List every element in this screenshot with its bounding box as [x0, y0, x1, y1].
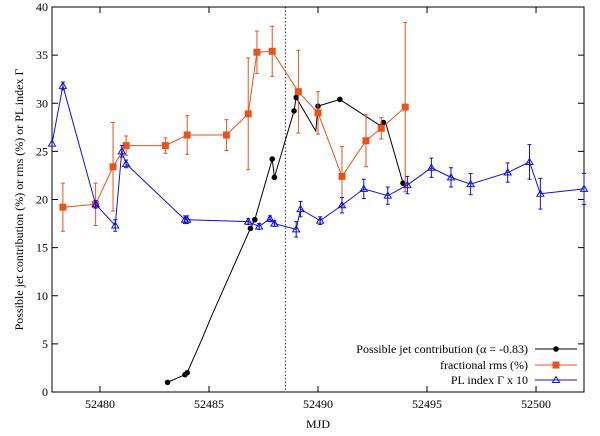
series-line-rms [62, 50, 406, 208]
y-tick-label: 30 [36, 96, 48, 110]
data-point [110, 220, 120, 229]
series-pl [47, 81, 589, 238]
data-point [314, 109, 322, 117]
legend-marker-jet [553, 346, 559, 352]
plot-frame [51, 6, 585, 393]
data-point [183, 131, 191, 139]
x-tick-label: 52480 [85, 397, 115, 411]
series-rms [59, 21, 409, 232]
y-tick-label: 10 [36, 289, 48, 303]
data-point [253, 48, 261, 56]
legend-label-jet: Possible jet contribution (α = -0.83) [356, 342, 528, 356]
data-point [338, 172, 346, 180]
data-point [59, 203, 67, 211]
x-tick-label: 52500 [521, 397, 551, 411]
y-tick-label: 20 [36, 193, 48, 207]
data-point [58, 81, 68, 89]
y-tick-label: 0 [42, 385, 48, 399]
data-point [161, 142, 169, 150]
data-point [269, 156, 276, 162]
data-point [271, 174, 278, 181]
axis-ticks [52, 6, 584, 393]
data-point [377, 124, 385, 132]
data-point [296, 204, 305, 213]
data-point [121, 159, 131, 167]
data-point [251, 216, 258, 223]
data-point [270, 219, 279, 227]
data-point [91, 199, 100, 208]
legend: Possible jet contribution (α = -0.83) fr… [356, 342, 577, 387]
data-point [401, 103, 409, 111]
x-tick-label: 52485 [194, 397, 224, 411]
y-tick-label: 35 [36, 48, 48, 62]
legend-label-rms: fractional rms (%) [440, 358, 528, 372]
series-layer [47, 21, 589, 386]
data-point [446, 172, 456, 181]
data-point [291, 108, 297, 114]
data-point [466, 179, 475, 188]
y-tick-labels: 0 5 10 15 20 25 30 35 40 [36, 0, 48, 399]
data-point [525, 157, 534, 165]
data-point [244, 110, 252, 118]
data-point [291, 224, 301, 233]
data-point [293, 94, 299, 101]
data-point [315, 216, 325, 224]
data-point [222, 131, 230, 139]
data-point [265, 214, 275, 222]
data-point [579, 184, 589, 192]
legend-marker-pl [551, 375, 561, 383]
data-point [383, 191, 393, 199]
data-point [337, 200, 347, 209]
data-point [380, 119, 387, 126]
legend-marker-rms [552, 361, 560, 369]
data-point [122, 142, 130, 150]
data-point [109, 163, 117, 171]
data-point [182, 215, 192, 223]
data-point [47, 139, 57, 147]
data-point [337, 96, 343, 103]
data-point [294, 88, 302, 96]
y-tick-label: 5 [42, 337, 48, 351]
y-tick-label: 40 [36, 0, 48, 14]
data-point [117, 146, 127, 155]
legend-label-pl: PL index Γ x 10 [451, 373, 528, 387]
data-point [243, 217, 253, 225]
data-point [503, 168, 513, 176]
data-point [268, 47, 276, 55]
data-point [254, 221, 264, 230]
data-point [427, 163, 436, 171]
y-tick-label: 25 [36, 144, 48, 158]
data-point [400, 180, 406, 186]
x-tick-label: 52495 [412, 397, 442, 411]
data-point [359, 184, 369, 192]
x-axis-label: MJD [306, 417, 330, 431]
data-point [247, 225, 254, 232]
data-point [362, 137, 370, 145]
data-point [536, 189, 545, 197]
y-tick-label: 15 [36, 241, 48, 255]
x-tick-label: 52490 [303, 397, 333, 411]
y-axis-label: Possible jet contribution (%) or rms (%)… [12, 69, 26, 331]
x-tick-labels: 52480 52485 52490 52495 52500 [85, 397, 551, 411]
data-point [184, 369, 190, 376]
data-point [403, 180, 412, 189]
data-point [164, 379, 171, 386]
